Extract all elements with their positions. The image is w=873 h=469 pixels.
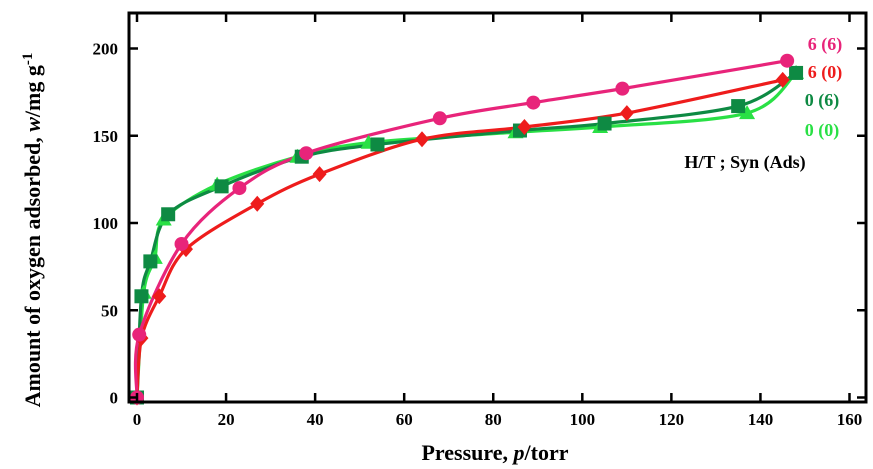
series-6-6-point — [526, 95, 541, 110]
series-0-6-point — [731, 99, 746, 114]
series-6-0-point — [152, 288, 167, 305]
series-0-6-line — [135, 71, 797, 398]
y-tick-label: 200 — [93, 40, 119, 59]
legend-label-3: 0 (0) — [805, 120, 840, 141]
axes-layer: 0 20 40 60 80 100 120 140 160 0 50 100 150 200 — [93, 11, 868, 429]
y-tick-label: 150 — [93, 127, 119, 146]
series-6-6-point — [132, 327, 147, 342]
y-tick-label: 100 — [93, 214, 119, 233]
y-tick-label: 0 — [110, 389, 119, 408]
series-6-6-point — [615, 81, 630, 96]
x-tick-label: 60 — [396, 410, 413, 429]
series-6-6-line — [133, 59, 788, 398]
series-6-6-point — [299, 146, 314, 161]
series-0-6-point — [789, 65, 804, 80]
series-6-6-point — [174, 236, 189, 251]
series-0-0-line — [135, 71, 798, 398]
x-tick-label: 140 — [748, 410, 774, 429]
x-tick-label: 160 — [837, 410, 863, 429]
marks-layer — [129, 53, 805, 406]
series-0-6-point — [161, 207, 176, 222]
x-tick-label: 40 — [307, 410, 324, 429]
legend-label-2: 0 (6) — [805, 90, 840, 111]
series-6-0-point — [250, 195, 265, 212]
series-0-6-point — [143, 254, 158, 269]
series-0-6-point — [214, 179, 229, 194]
x-tick-label: 120 — [659, 410, 685, 429]
series-0-0-point — [739, 105, 756, 120]
x-tick-label: 80 — [485, 410, 502, 429]
series-6-6-point — [780, 53, 795, 68]
series-6-0-point — [415, 131, 429, 148]
series-6-0-point — [619, 105, 634, 122]
x-tick-label: 100 — [570, 410, 596, 429]
annotation-label: H/T ; Syn (Ads) — [684, 152, 805, 173]
series-0-6-point — [370, 137, 385, 152]
y-tick-label: 50 — [101, 301, 118, 320]
series-6-6-point — [432, 111, 447, 126]
series-0-6-point — [134, 289, 149, 304]
plot-frame — [127, 11, 868, 404]
series-6-0-point — [312, 166, 327, 183]
series-6-6-point — [232, 181, 247, 196]
legend-label-0: 6 (6) — [808, 34, 843, 55]
series-6-0-point — [775, 71, 790, 88]
series-0-6-point — [597, 116, 612, 131]
x-axis-title: Pressure, p/torr — [421, 440, 568, 465]
series-6-0-point — [517, 119, 532, 136]
y-axis-title: Amount of oxygen adsorbed, w/mg g-1 — [20, 53, 45, 408]
x-tick-label: 0 — [133, 410, 142, 429]
legend-label-1: 6 (0) — [808, 62, 843, 83]
series-6-0-line — [135, 78, 784, 398]
x-tick-label: 20 — [218, 410, 235, 429]
